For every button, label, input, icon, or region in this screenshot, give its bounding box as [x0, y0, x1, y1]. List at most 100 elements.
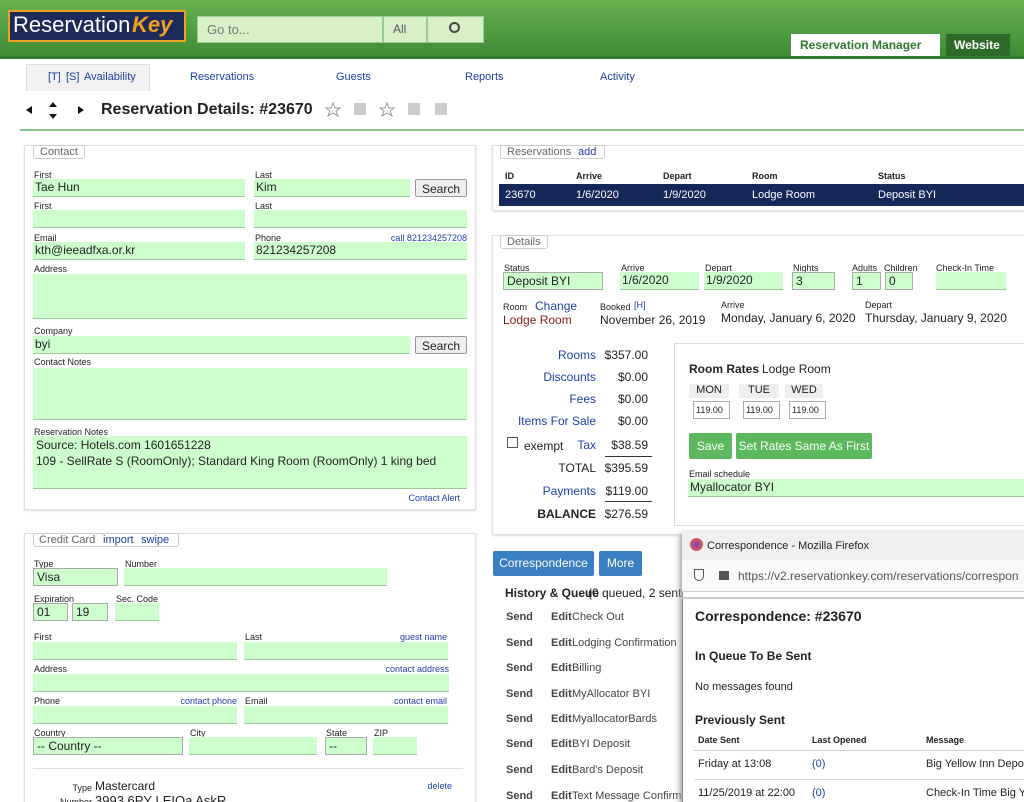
logo-accent[interactable]: Key — [132, 12, 173, 37]
button[interactable]: Set Rates Same As First — [736, 433, 872, 459]
cell[interactable]: 1/9/2020 — [663, 189, 706, 201]
link[interactable]: import — [103, 534, 134, 546]
link[interactable]: Send — [506, 738, 533, 750]
cell[interactable]: Deposit BYI — [878, 189, 937, 201]
link[interactable]: swipe — [141, 534, 170, 546]
select[interactable]: -- — [325, 737, 367, 755]
input-field[interactable] — [373, 737, 417, 755]
input-field[interactable] — [115, 603, 159, 621]
input-field[interactable]: 1/9/2020 — [704, 272, 783, 290]
rate-input[interactable]: 119.00 — [789, 401, 826, 419]
search-button[interactable]: Search — [415, 336, 467, 354]
input-field[interactable]: kth@ieeadfxa.or.kr — [33, 242, 245, 260]
link[interactable]: Send — [506, 790, 533, 802]
link[interactable]: Edit — [551, 637, 572, 649]
logo-text[interactable]: Reservation — [13, 12, 131, 37]
search-scope[interactable] — [383, 16, 427, 43]
cell[interactable]: 1/6/2020 — [576, 189, 619, 201]
input-field[interactable]: Myallocator BYI — [688, 479, 1024, 497]
tab[interactable] — [791, 34, 940, 56]
search-scope-label[interactable]: All — [393, 22, 407, 36]
link[interactable]: Send — [506, 764, 533, 776]
nav-link[interactable]: [T] — [48, 71, 61, 83]
link[interactable]: Rooms — [557, 348, 596, 362]
input-field[interactable] — [189, 737, 317, 755]
input-field[interactable] — [244, 706, 448, 724]
search-button[interactable]: Search — [415, 179, 467, 197]
nav-link[interactable]: Guests — [336, 71, 371, 83]
select[interactable]: 0 — [885, 272, 913, 290]
select[interactable]: -- Country -- — [33, 737, 183, 755]
rate-input[interactable]: 119.00 — [743, 401, 780, 419]
link[interactable]: (0) — [812, 758, 826, 770]
input-field[interactable] — [244, 642, 448, 660]
link[interactable]: Change — [535, 299, 578, 313]
select[interactable]: 1 — [852, 272, 881, 290]
cell[interactable]: 23670 — [505, 189, 536, 201]
input-field[interactable] — [33, 706, 237, 724]
link[interactable]: (0) — [812, 787, 826, 799]
rate-input[interactable]: 119.00 — [693, 401, 730, 419]
input-field[interactable] — [124, 568, 387, 586]
textarea[interactable] — [33, 274, 467, 319]
select[interactable]: Visa — [33, 568, 118, 586]
nav-link[interactable]: Availability — [84, 71, 136, 83]
input-field[interactable] — [254, 210, 467, 228]
input-field[interactable] — [936, 272, 1006, 290]
input-field[interactable]: Tae Hun — [33, 179, 245, 197]
link[interactable]: Fees — [569, 392, 596, 406]
button[interactable]: Correspondence — [493, 551, 594, 576]
link[interactable]: Send — [506, 611, 533, 623]
link[interactable]: contact email — [393, 696, 447, 706]
input-field[interactable]: Kim — [254, 179, 410, 197]
link[interactable]: guest name — [399, 632, 447, 642]
tab-label[interactable]: Website — [954, 38, 1000, 52]
link[interactable]: Edit — [551, 662, 572, 674]
checkbox[interactable] — [507, 437, 518, 448]
nav-link[interactable]: Activity — [600, 71, 635, 83]
link[interactable]: Payments — [542, 484, 596, 498]
nav-link[interactable]: [S] — [66, 71, 80, 83]
nav-tab-active[interactable] — [26, 64, 150, 91]
link[interactable]: call 821234257208 — [390, 233, 467, 243]
link[interactable]: Tax — [577, 438, 596, 452]
tab-label[interactable]: Reservation Manager — [800, 38, 922, 52]
link[interactable]: Send — [506, 637, 533, 649]
link[interactable]: Edit — [551, 790, 572, 802]
link[interactable]: Send — [506, 713, 533, 725]
link[interactable]: Edit — [551, 713, 572, 725]
textarea[interactable] — [33, 368, 467, 420]
url-text[interactable]: https://v2.reservationkey.com/reservatio… — [738, 569, 1019, 583]
input-field[interactable]: byi — [33, 336, 410, 354]
table-row-selected[interactable] — [499, 184, 1024, 206]
input-field[interactable]: 1/6/2020 — [620, 272, 699, 290]
search-input[interactable] — [197, 16, 383, 43]
input-field[interactable] — [33, 674, 449, 692]
input-field[interactable] — [33, 210, 245, 228]
select[interactable]: 19 — [72, 603, 108, 621]
link[interactable]: Send — [506, 662, 533, 674]
textarea[interactable] — [33, 436, 467, 489]
nav-link[interactable]: Reports — [465, 71, 504, 83]
link[interactable]: contact phone — [180, 696, 237, 706]
link[interactable]: Edit — [551, 764, 572, 776]
save-button[interactable]: Save — [689, 433, 732, 459]
nav-link[interactable]: Reservations — [190, 71, 255, 83]
tab[interactable] — [946, 34, 1010, 56]
input-field[interactable]: 821234257208 — [254, 242, 467, 260]
link[interactable]: delete — [427, 781, 452, 791]
link[interactable]: Edit — [551, 688, 572, 700]
link[interactable]: Contact Alert — [408, 493, 460, 503]
link[interactable]: Send — [506, 688, 533, 700]
logo[interactable] — [8, 10, 186, 42]
link[interactable]: [H] — [634, 300, 646, 310]
button[interactable]: More — [599, 551, 642, 576]
link[interactable]: add — [578, 146, 597, 158]
link[interactable]: contact address — [385, 664, 449, 674]
link[interactable]: Items For Sale — [517, 414, 596, 428]
input-field[interactable] — [33, 642, 237, 660]
cell[interactable]: Lodge Room — [752, 189, 815, 201]
select[interactable]: 3 — [792, 272, 835, 290]
link[interactable]: Edit — [551, 611, 572, 623]
select[interactable]: 01 — [33, 603, 68, 621]
